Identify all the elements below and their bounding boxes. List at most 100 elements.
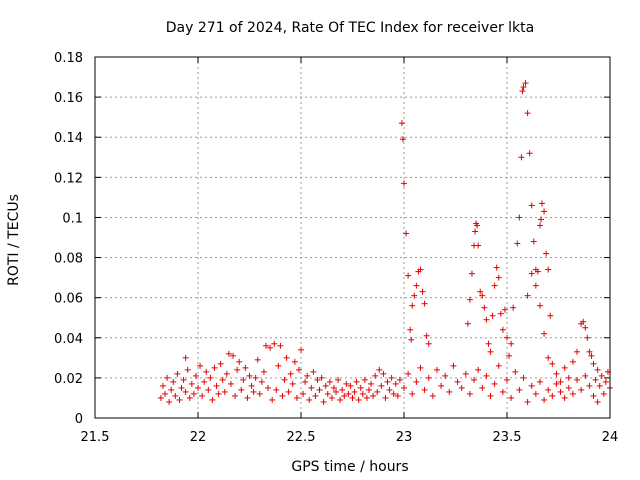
data-point — [557, 378, 564, 385]
data-point — [549, 392, 556, 399]
data-point — [184, 366, 191, 373]
data-point — [561, 364, 568, 371]
data-point — [578, 386, 585, 393]
data-point — [252, 374, 259, 381]
data-point — [479, 384, 486, 391]
y-tick-label: 0.16 — [54, 91, 83, 106]
data-point — [382, 394, 389, 401]
data-point — [522, 80, 529, 87]
data-point — [553, 380, 560, 387]
data-point — [172, 392, 179, 399]
data-point — [472, 228, 479, 235]
data-point — [510, 304, 517, 311]
y-tick-label: 0 — [75, 412, 83, 427]
data-point — [408, 336, 415, 343]
data-point — [458, 384, 465, 391]
data-point — [598, 372, 605, 379]
y-tick-labels: 0 0.02 0.04 0.06 0.08 0.1 0.12 0.14 0.16 0.18 — [54, 51, 83, 427]
grid-lines — [95, 57, 610, 418]
data-point — [347, 382, 354, 389]
data-point — [526, 150, 533, 157]
data-point — [584, 334, 591, 341]
data-point — [582, 372, 589, 379]
data-point — [405, 272, 412, 279]
data-point — [536, 222, 543, 229]
data-point — [596, 382, 603, 389]
data-point — [215, 390, 222, 397]
data-point — [590, 392, 597, 399]
data-point — [330, 384, 337, 391]
data-point — [339, 386, 346, 393]
data-point — [586, 348, 593, 355]
data-point — [170, 378, 177, 385]
data-point — [536, 302, 543, 309]
data-point — [421, 386, 428, 393]
data-point — [314, 376, 321, 383]
data-point — [429, 392, 436, 399]
data-point — [574, 348, 581, 355]
data-point — [485, 340, 492, 347]
data-point — [357, 384, 364, 391]
data-point — [519, 88, 526, 95]
data-point — [580, 318, 587, 325]
data-point — [504, 376, 510, 383]
data-point — [433, 366, 440, 373]
data-point — [343, 380, 350, 387]
data-point — [514, 240, 521, 247]
data-point — [454, 378, 461, 385]
data-point — [328, 394, 335, 401]
data-point — [499, 388, 506, 395]
data-point — [565, 384, 572, 391]
data-point — [234, 366, 241, 373]
data-point — [411, 292, 418, 299]
data-point — [423, 332, 430, 339]
data-point — [549, 360, 556, 367]
data-point — [322, 382, 329, 389]
data-point — [295, 366, 302, 373]
data-point — [388, 374, 395, 381]
data-point — [528, 270, 535, 277]
x-tick-label: 21.5 — [81, 430, 110, 445]
data-point — [174, 370, 181, 377]
data-point — [419, 288, 426, 295]
data-point — [211, 364, 218, 371]
data-point — [487, 392, 494, 399]
data-point — [483, 372, 490, 379]
data-point — [466, 296, 473, 303]
x-tick-label: 22.5 — [287, 430, 316, 445]
data-point — [217, 360, 224, 367]
data-point — [532, 390, 539, 397]
data-point — [262, 342, 269, 349]
data-point — [258, 378, 265, 385]
data-point — [269, 396, 276, 403]
data-point — [289, 380, 296, 387]
data-point — [248, 382, 255, 389]
data-point — [349, 394, 356, 401]
data-point — [466, 390, 473, 397]
data-point — [495, 362, 502, 369]
data-point — [421, 300, 428, 307]
data-point — [495, 274, 502, 281]
data-point — [394, 392, 401, 399]
data-point — [512, 368, 519, 375]
data-point — [398, 120, 405, 127]
data-point — [487, 348, 494, 355]
data-point — [446, 388, 453, 395]
data-point — [242, 364, 249, 371]
data-point — [399, 136, 406, 143]
data-point — [201, 378, 208, 385]
data-point — [537, 216, 544, 223]
data-point — [190, 390, 197, 397]
x-tick-labels: 21.5 22 22.5 23 23.5 24 — [81, 430, 619, 445]
y-tick-label: 0.12 — [54, 171, 83, 186]
data-point — [244, 394, 251, 401]
data-point — [401, 180, 407, 187]
data-point — [213, 382, 220, 389]
data-point — [238, 386, 245, 393]
data-point — [547, 312, 554, 319]
data-point — [508, 394, 515, 401]
data-point — [489, 312, 496, 319]
data-point — [386, 386, 393, 393]
data-point — [277, 342, 284, 349]
